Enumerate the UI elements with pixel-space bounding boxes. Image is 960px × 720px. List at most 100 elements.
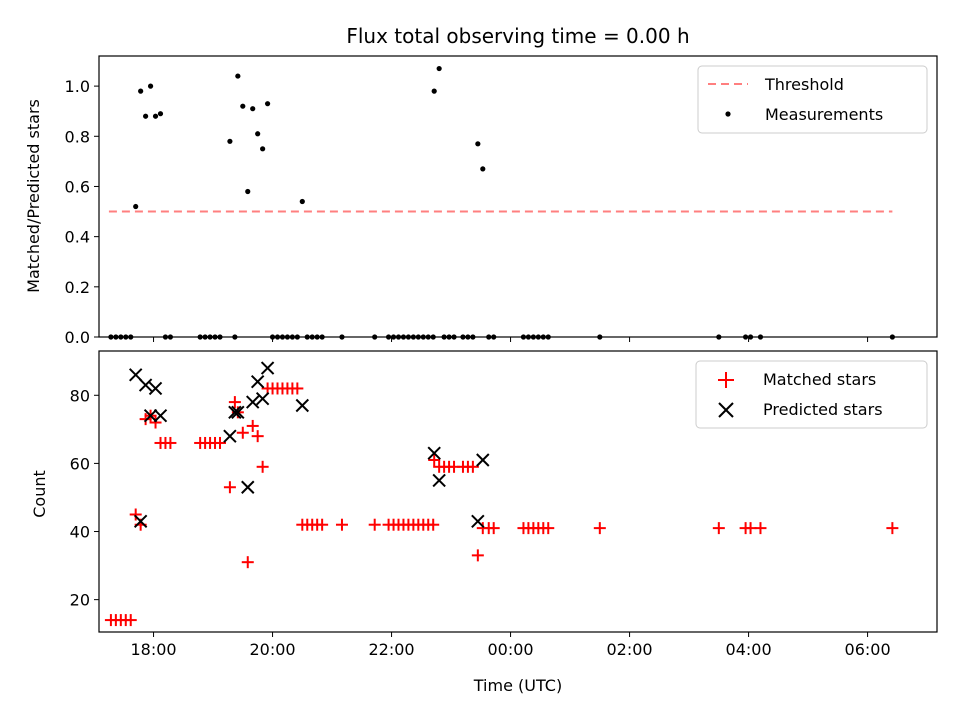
measurement-point [299, 198, 305, 205]
matched-star-point [335, 518, 348, 531]
predicted-star-point [228, 405, 242, 420]
y-tick-label: 20 [70, 591, 90, 610]
y-tick-label: 1.0 [65, 77, 90, 96]
measurement-point [436, 65, 442, 72]
matched-star-point [129, 508, 142, 521]
predicted-star-point [476, 453, 490, 467]
bottom-legend-box [695, 360, 928, 429]
predicted-star-point [246, 395, 260, 409]
predicted-star-point [231, 405, 245, 420]
matched-star-point [236, 426, 249, 439]
bottom-axes-frame [98, 350, 938, 633]
measurement-point [245, 188, 251, 195]
bottom-ticks: 18:00 20:00 22:00 00:00 02:00 04:00 06:00 20 40 6… [70, 386, 891, 659]
matched-star-point [256, 460, 269, 473]
bottom-legend: Matched stars Predicted stars [695, 360, 928, 429]
matched-star-point [754, 522, 767, 535]
matched-star-point [291, 382, 304, 395]
y-tick-label: 0.8 [65, 127, 90, 146]
predicted-star-point [432, 473, 446, 488]
matched-star-point [428, 453, 441, 466]
predicted-star-point [255, 391, 270, 406]
y-tick-label: 0.6 [65, 177, 90, 196]
y-tick-label: 0.2 [65, 278, 90, 297]
matched-legend-swatch [718, 372, 734, 388]
x-tick-label: 06:00 [845, 640, 891, 659]
measurements-legend-label: Measurements [765, 105, 883, 124]
predicted-star-point [128, 368, 143, 382]
y-tick-label: 80 [70, 386, 90, 405]
predicted-star-point [138, 378, 153, 392]
y-tick-label: 60 [70, 454, 90, 473]
measurement-point [157, 111, 164, 117]
measurement-point [147, 83, 154, 89]
matched-star-point [223, 481, 236, 494]
measurement-point [138, 88, 144, 94]
matched-star-point [164, 436, 177, 449]
predicted-star-point [295, 398, 310, 413]
matched-star-point [228, 396, 241, 409]
measurement-point [235, 73, 241, 79]
matched-star-point [149, 416, 162, 429]
matched-star-point [246, 419, 259, 432]
predicted-star-point [143, 409, 158, 423]
measurement-point [264, 101, 271, 107]
matched-star-point [466, 460, 479, 473]
threshold-legend-label: Threshold [764, 75, 844, 94]
x-tick-label: 22:00 [369, 640, 415, 659]
predicted-star-point [133, 514, 148, 529]
top-panel: 0.0 0.2 0.4 0.6 0.8 1.0 Matched/Predicted sta… [24, 55, 938, 347]
measurement-point [260, 146, 266, 152]
measurements-legend-swatch [725, 111, 731, 117]
measurement-point [152, 113, 159, 119]
top-axes-frame [98, 55, 938, 338]
bottom-panel: 18:00 20:00 22:00 00:00 02:00 04:00 06:00 20 40 6… [30, 350, 938, 695]
matched-star-point [316, 518, 329, 531]
matched-legend-label: Matched stars [763, 370, 876, 389]
predicted-star-point [153, 409, 168, 423]
measurement-point [240, 103, 246, 109]
matched-star-point [241, 556, 254, 569]
matched-star-point [886, 522, 899, 535]
predicted-legend-swatch [718, 402, 734, 418]
y-tick-label: 40 [70, 523, 90, 542]
matched-star-point [593, 522, 606, 535]
top-legend: Threshold Measurements [697, 65, 928, 134]
predicted-star-point [148, 381, 163, 396]
matched-star-point [471, 549, 484, 562]
matched-star-point [368, 518, 381, 531]
measurement-point [255, 131, 261, 137]
y-tick-label: 0.4 [65, 228, 90, 247]
x-tick-label: 20:00 [249, 640, 295, 659]
bottom-marks [104, 361, 899, 627]
predicted-star-point [223, 429, 237, 443]
x-axis-label: Time (UTC) [473, 676, 562, 695]
x-tick-label: 18:00 [130, 640, 176, 659]
x-tick-label: 04:00 [726, 640, 772, 659]
predicted-legend-label: Predicted stars [763, 400, 883, 419]
matched-star-point [487, 522, 500, 535]
measurement-point [133, 203, 139, 210]
x-tick-label: 00:00 [488, 640, 534, 659]
matched-star-point [542, 522, 555, 535]
matched-star-point [427, 518, 440, 531]
measurement-point [475, 141, 481, 147]
matched-star-point [124, 614, 137, 627]
measurement-point [250, 106, 256, 112]
bottom-ylabel: Count [30, 470, 49, 518]
measurement-point [431, 88, 437, 94]
measurement-point [227, 138, 233, 144]
y-tick-label: 0.0 [65, 328, 90, 347]
matched-star-point [251, 430, 264, 443]
top-legend-box [697, 65, 928, 134]
predicted-star-point [241, 480, 255, 494]
x-tick-label: 02:00 [607, 640, 653, 659]
top-ylabel: Matched/Predicted stars [24, 99, 43, 293]
predicted-star-point [471, 514, 485, 529]
predicted-star-point [260, 361, 275, 375]
top-ticks: 0.0 0.2 0.4 0.6 0.8 1.0 [65, 77, 869, 347]
measurement-point [480, 166, 486, 172]
measurement-point [143, 113, 149, 119]
predicted-star-point [250, 374, 265, 389]
